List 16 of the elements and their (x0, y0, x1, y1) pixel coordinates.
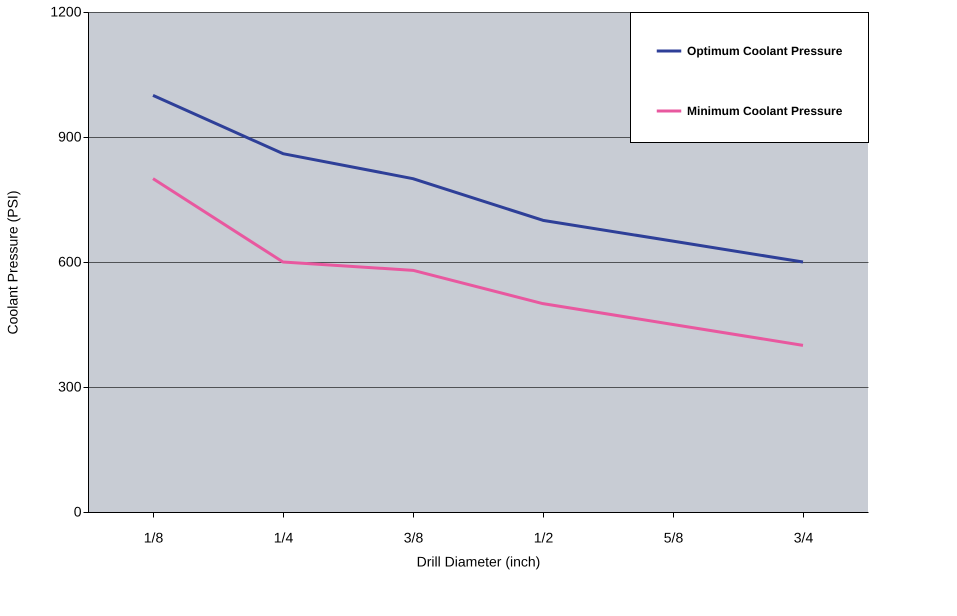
y-tick-label: 300 (58, 378, 82, 394)
x-tick-label: 3/4 (794, 530, 814, 546)
y-tick-label: 900 (58, 128, 82, 144)
x-axis-title: Drill Diameter (inch) (416, 554, 540, 570)
x-tick-label: 1/2 (534, 530, 554, 546)
y-tick-label: 1200 (50, 4, 82, 20)
x-tick-label: 3/8 (404, 530, 424, 546)
legend-label: Minimum Coolant Pressure (687, 104, 843, 118)
x-tick-label: 5/8 (664, 530, 684, 546)
x-tick-label: 1/4 (274, 530, 294, 546)
y-tick-label: 600 (58, 254, 82, 270)
y-tick-label: 0 (74, 504, 82, 520)
legend-label: Optimum Coolant Pressure (687, 44, 843, 58)
line-series (152, 177, 804, 347)
x-tick-label: 1/8 (144, 530, 164, 546)
y-axis-title: Coolant Pressure (PSI) (4, 190, 20, 334)
